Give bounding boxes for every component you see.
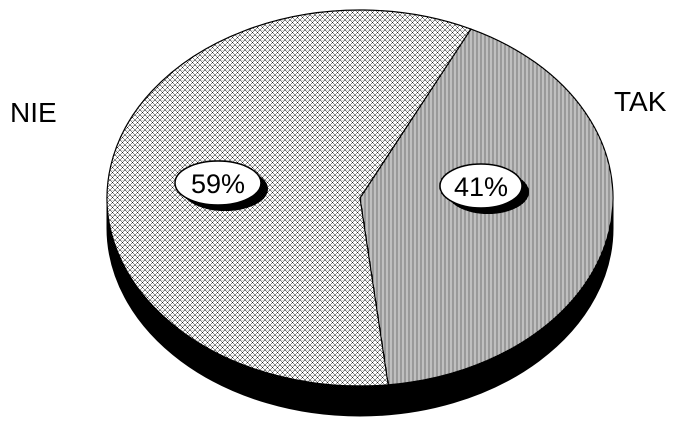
data-label-bubble-tak: 41% — [439, 163, 529, 214]
pie-slice-nie — [106, 9, 472, 387]
category-label-tak: TAK — [614, 86, 667, 117]
category-label-nie: NIE — [10, 97, 57, 128]
data-label-bubble-nie: 59% — [174, 160, 268, 211]
data-label-nie: 59% — [191, 169, 245, 199]
data-label-tak: 41% — [454, 172, 508, 202]
